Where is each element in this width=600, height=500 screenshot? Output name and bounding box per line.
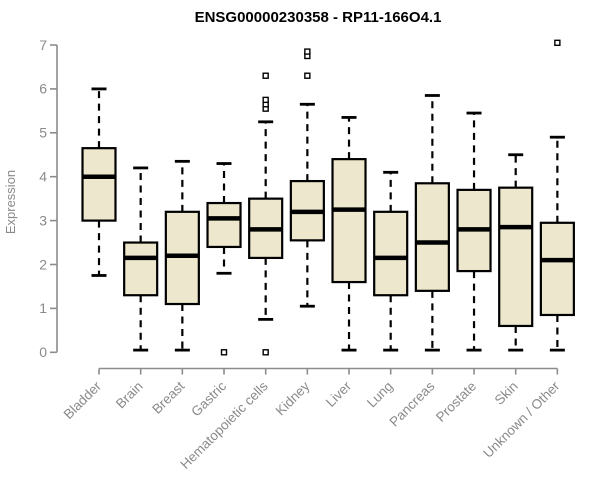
y-axis-tick-label: 7 — [39, 37, 47, 53]
y-axis-tick-label: 6 — [39, 81, 47, 97]
box — [206, 201, 242, 249]
box — [123, 241, 159, 297]
box — [373, 210, 409, 297]
y-axis-tick-label: 3 — [39, 212, 47, 228]
outlier-point — [262, 349, 269, 356]
x-axis-tick-label: Pancreas — [387, 378, 438, 429]
x-axis-tick-label: Prostate — [433, 379, 479, 425]
y-axis-tick-label: 2 — [39, 256, 47, 272]
x-axis-tick-label: Unknown / Other — [480, 378, 563, 461]
y-axis-tick-label: 5 — [39, 125, 47, 141]
box — [81, 147, 117, 222]
x-axis-tick-label: Brain — [113, 379, 146, 412]
outlier-point — [262, 72, 269, 79]
outlier-point — [304, 48, 311, 55]
box — [414, 182, 450, 292]
box — [539, 221, 575, 317]
box — [331, 158, 367, 284]
x-axis-tick-label: Gastric — [188, 378, 229, 419]
x-axis-tick-label: Skin — [492, 379, 521, 408]
outlier-point — [220, 349, 228, 356]
y-axis-tick-label: 1 — [39, 300, 47, 316]
outlier-point — [262, 96, 269, 104]
x-axis-tick-label: Lung — [364, 379, 396, 411]
chart-title: ENSG00000230358 - RP11-166O4.1 — [195, 9, 442, 26]
y-axis-tick-label: 0 — [39, 344, 47, 360]
x-axis-tick-label: Breast — [149, 378, 187, 416]
x-axis-tick-label: Bladder — [61, 378, 105, 422]
y-axis-tick-label: 4 — [39, 169, 47, 185]
y-axis-title: Expression — [3, 170, 18, 234]
outlier-point — [554, 39, 561, 47]
outlier-point — [304, 72, 311, 79]
x-axis-tick-label: Liver — [323, 378, 355, 410]
x-axis-tick-label: Kidney — [273, 378, 313, 418]
box — [498, 186, 534, 328]
